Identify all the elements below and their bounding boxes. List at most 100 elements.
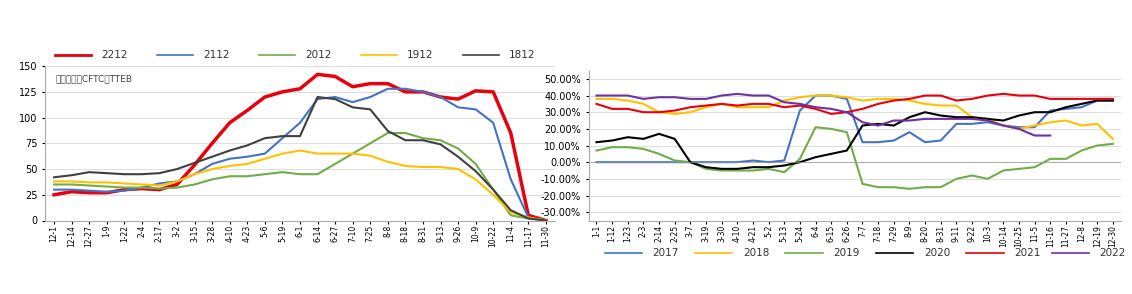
2112 — [100, 190, 113, 193]
2017 — [1090, 99, 1104, 102]
2017 — [950, 122, 963, 126]
1912 — [311, 152, 325, 156]
2017 — [1028, 126, 1041, 129]
2012 — [118, 186, 131, 189]
1912 — [118, 182, 131, 185]
2017 — [966, 122, 979, 126]
2019 — [652, 152, 666, 156]
2020 — [966, 116, 979, 119]
2022 — [621, 94, 635, 97]
Text: 数据来源：CFTC、TTEB: 数据来源：CFTC、TTEB — [55, 74, 132, 83]
Text: 2019: 2019 — [833, 248, 859, 258]
2012 — [48, 183, 61, 186]
2212 — [328, 75, 342, 78]
2017 — [1060, 107, 1073, 111]
2018 — [1012, 127, 1026, 131]
Line: 2020: 2020 — [597, 101, 1113, 169]
1912 — [258, 157, 272, 161]
2212 — [240, 108, 254, 112]
2112 — [170, 180, 183, 183]
2017 — [996, 124, 1010, 127]
2021 — [715, 102, 729, 106]
2018 — [1074, 124, 1088, 127]
1812 — [469, 169, 482, 173]
2021 — [794, 104, 807, 107]
2018 — [715, 102, 729, 106]
2017 — [730, 161, 744, 164]
Line: 2017: 2017 — [597, 96, 1113, 162]
Line: 2212: 2212 — [54, 74, 546, 220]
2018 — [794, 96, 807, 99]
2022 — [996, 124, 1010, 127]
2018 — [887, 97, 901, 101]
2017 — [840, 97, 854, 101]
2212 — [381, 82, 395, 85]
2012 — [258, 172, 272, 176]
2019 — [918, 186, 932, 189]
2212 — [522, 213, 535, 217]
2018 — [824, 94, 838, 97]
2112 — [539, 219, 552, 222]
1812 — [135, 172, 148, 176]
2018 — [934, 104, 947, 107]
2022 — [856, 121, 869, 124]
1812 — [434, 143, 447, 146]
2022 — [794, 102, 807, 106]
2012 — [240, 174, 254, 178]
2019 — [590, 149, 603, 152]
2018 — [856, 99, 869, 102]
2012 — [153, 187, 166, 191]
2022 — [668, 96, 681, 99]
2020 — [700, 166, 713, 169]
2212 — [452, 97, 465, 101]
1912 — [293, 149, 307, 152]
2020 — [1074, 102, 1088, 106]
Text: 2112: 2112 — [204, 50, 230, 60]
2212 — [153, 188, 166, 191]
2212 — [188, 163, 201, 167]
1812 — [83, 171, 96, 174]
2017 — [746, 159, 760, 162]
2021 — [950, 99, 963, 102]
2019 — [636, 147, 650, 151]
2012 — [417, 136, 430, 140]
2017 — [684, 161, 697, 164]
2112 — [311, 97, 325, 101]
2012 — [539, 219, 552, 222]
2021 — [840, 111, 854, 114]
2019 — [1090, 144, 1104, 147]
2017 — [856, 141, 869, 144]
1812 — [363, 108, 377, 111]
2012 — [487, 188, 500, 191]
2020 — [746, 166, 760, 169]
2017 — [715, 161, 729, 164]
2022 — [902, 119, 916, 122]
2019 — [621, 146, 635, 149]
2021 — [668, 109, 681, 112]
2022 — [872, 124, 885, 127]
1912 — [398, 164, 412, 168]
2012 — [434, 138, 447, 142]
1812 — [258, 136, 272, 140]
2018 — [872, 97, 885, 101]
2017 — [794, 109, 807, 112]
1912 — [363, 154, 377, 158]
2012 — [311, 172, 325, 176]
2212 — [223, 121, 237, 125]
2021 — [966, 97, 979, 101]
2020 — [1028, 111, 1041, 114]
Text: 非商业持仓净多单占比: 非商业持仓净多单占比 — [815, 16, 894, 29]
2112 — [275, 136, 289, 140]
2112 — [417, 90, 430, 93]
2018 — [1106, 137, 1120, 141]
2019 — [808, 126, 822, 129]
2018 — [668, 112, 681, 116]
2019 — [668, 159, 681, 162]
2021 — [590, 102, 603, 106]
2012 — [188, 183, 201, 186]
2021 — [700, 104, 713, 107]
2012 — [346, 152, 360, 156]
2021 — [902, 97, 916, 101]
1912 — [275, 152, 289, 156]
2019 — [1012, 167, 1026, 171]
